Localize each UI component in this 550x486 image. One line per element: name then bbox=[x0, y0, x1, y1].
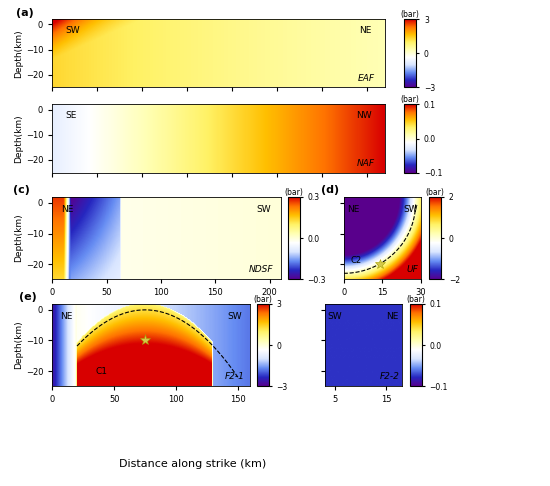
Title: (bar): (bar) bbox=[426, 188, 444, 197]
Text: NE: NE bbox=[347, 205, 359, 214]
Text: SW: SW bbox=[257, 205, 271, 214]
Text: (e): (e) bbox=[19, 292, 36, 302]
Title: (bar): (bar) bbox=[406, 295, 425, 304]
Text: NE: NE bbox=[359, 26, 372, 35]
Text: NE: NE bbox=[386, 312, 398, 321]
Text: NDSF: NDSF bbox=[249, 265, 274, 275]
Title: (bar): (bar) bbox=[401, 10, 420, 19]
Text: NE: NE bbox=[62, 205, 74, 214]
Text: SW: SW bbox=[228, 312, 243, 321]
Title: (bar): (bar) bbox=[284, 188, 303, 197]
Text: EAF: EAF bbox=[358, 74, 375, 84]
Text: SW: SW bbox=[403, 205, 417, 214]
Text: C1: C1 bbox=[96, 367, 108, 376]
Text: SW: SW bbox=[65, 26, 80, 35]
Title: (bar): (bar) bbox=[254, 295, 272, 304]
Text: F2-2: F2-2 bbox=[379, 372, 399, 382]
Text: SE: SE bbox=[65, 111, 77, 121]
Text: F2-1: F2-1 bbox=[224, 372, 244, 382]
Text: (c): (c) bbox=[13, 185, 30, 195]
Text: SW: SW bbox=[328, 312, 342, 321]
Title: (bar): (bar) bbox=[401, 95, 420, 104]
Text: C2: C2 bbox=[350, 256, 361, 264]
Y-axis label: Depth(km): Depth(km) bbox=[14, 321, 23, 369]
Text: UF: UF bbox=[406, 265, 419, 275]
Text: Distance along strike (km): Distance along strike (km) bbox=[119, 459, 266, 469]
Text: (d): (d) bbox=[321, 185, 339, 195]
Y-axis label: Depth(km): Depth(km) bbox=[14, 214, 23, 262]
Y-axis label: Depth(km): Depth(km) bbox=[14, 114, 23, 163]
Text: NAF: NAF bbox=[357, 159, 375, 169]
Text: NE: NE bbox=[60, 312, 73, 321]
Text: (a): (a) bbox=[15, 8, 34, 18]
Text: NW: NW bbox=[356, 111, 372, 121]
Y-axis label: Depth(km): Depth(km) bbox=[14, 29, 23, 78]
